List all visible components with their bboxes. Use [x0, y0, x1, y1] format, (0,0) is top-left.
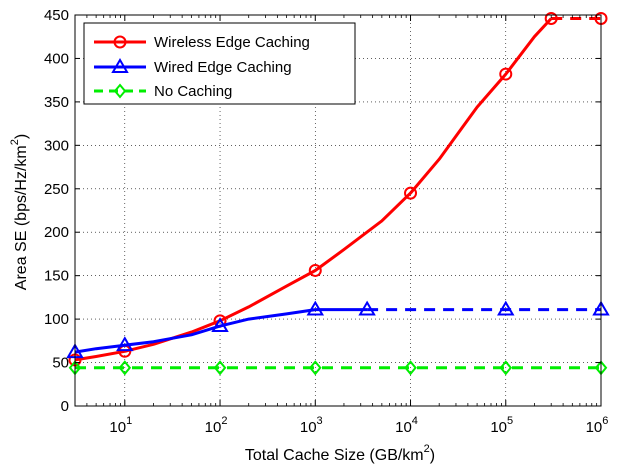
- series-marker: [118, 360, 132, 376]
- series-marker: [211, 317, 229, 333]
- series-marker: [116, 336, 134, 352]
- y-tick-label: 350: [44, 94, 69, 111]
- series-marker: [358, 300, 376, 316]
- x-axis-label: Total Cache Size (GB/km2): [245, 443, 435, 464]
- series-marker: [404, 360, 417, 376]
- y-tick-label: 100: [44, 311, 69, 328]
- x-tick-label: 102: [205, 415, 228, 436]
- series-marker: [308, 263, 322, 277]
- series-line: [74, 308, 368, 354]
- series-marker: [499, 360, 513, 376]
- legend-label-nocache: No Caching: [154, 83, 232, 100]
- x-axis-ticks: 101 102 103 104 105 106: [74, 15, 609, 436]
- x-axis-label-close: ): [430, 447, 435, 464]
- x-axis-label-main: Total Cache Size (GB/km: [245, 447, 424, 464]
- x-tick-label: 103: [300, 415, 323, 436]
- y-axis-label-main: Area SE (bps/Hz/km: [13, 145, 30, 290]
- series-marker: [499, 67, 513, 81]
- series-marker: [497, 300, 515, 316]
- series-1: [66, 300, 610, 359]
- legend-label-wireless: Wireless Edge Caching: [154, 34, 310, 51]
- series-marker: [306, 300, 325, 316]
- legend-marker-wired: [111, 58, 129, 73]
- series-2: [68, 360, 608, 376]
- x-tick-label: 106: [586, 415, 609, 436]
- legend-marker-nocache: [113, 83, 127, 99]
- y-tick-label: 300: [44, 137, 69, 154]
- legend: Wireless Edge Caching Wired Edge Caching…: [83, 22, 356, 105]
- x-tick-label: 104: [395, 415, 418, 436]
- y-axis-label: Area SE (bps/Hz/km2): [9, 134, 30, 290]
- series-marker: [308, 360, 322, 376]
- y-tick-label: 50: [52, 355, 69, 372]
- y-tick-label: 450: [44, 7, 69, 24]
- y-tick-label: 250: [44, 181, 69, 198]
- y-axis-label-close: ): [13, 134, 30, 139]
- legend-label-wired: Wired Edge Caching: [154, 59, 292, 76]
- series-marker: [404, 186, 418, 200]
- series-marker: [544, 11, 558, 25]
- y-tick-label: 150: [44, 268, 69, 285]
- x-tick-label: 105: [490, 415, 513, 436]
- x-axis-label-sup: 2: [424, 443, 430, 455]
- x-tick-label: 101: [109, 415, 132, 436]
- y-tick-label: 200: [44, 224, 69, 241]
- y-axis-ticks: 0 50 100 150 200 250 300 350 400 450: [44, 7, 601, 415]
- y-tick-label: 0: [61, 398, 69, 415]
- series-marker: [213, 360, 227, 376]
- y-tick-label: 400: [44, 50, 69, 67]
- plot-frame: [74, 14, 602, 407]
- y-axis-label-sup: 2: [9, 139, 21, 145]
- series-line: [74, 17, 553, 362]
- legend-marker-wireless: [113, 35, 127, 49]
